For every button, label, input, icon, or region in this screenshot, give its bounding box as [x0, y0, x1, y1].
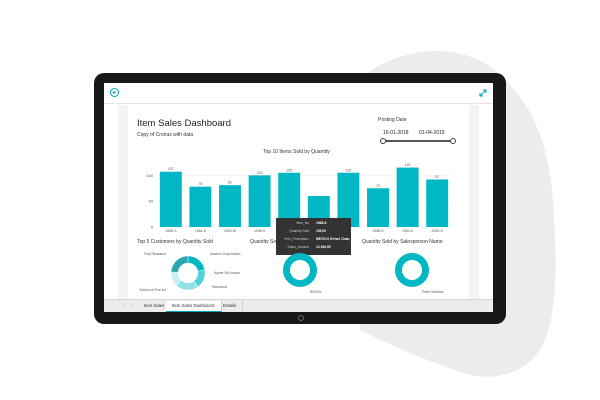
bar-data-label: 92 — [435, 175, 439, 179]
x-tick-label: 2000-S — [432, 229, 444, 233]
donut-slice — [283, 253, 317, 287]
bar — [396, 167, 419, 227]
date-end-value[interactable]: 01-04-2019 — [419, 130, 445, 136]
tooltip-value: MEXICO Swivel Chair, black — [316, 237, 360, 241]
tooltip-key: Item_No — [296, 221, 309, 225]
tooltip-row: Item_No 1968-S — [278, 221, 349, 227]
donut-label: Alpine Ski House — [214, 271, 240, 275]
x-tick-label: 1960-W — [224, 229, 237, 233]
x-tick-label: 1968-S — [254, 229, 266, 233]
bar — [278, 172, 301, 227]
posting-date-label: Posting Date — [378, 117, 407, 123]
tooltip-key: Sales_Amount — [287, 245, 309, 249]
right-panel-strip — [469, 105, 479, 299]
bar — [367, 188, 389, 227]
x-tick-label: 1968-S — [165, 229, 177, 233]
top-bar — [104, 83, 493, 104]
bar — [159, 171, 182, 227]
back-button[interactable] — [110, 88, 119, 97]
posting-group-donut-chart: RETAIL — [283, 253, 322, 294]
tooltip-row: Sales_Amount 12.946,50 — [278, 245, 349, 251]
donut-label: School of Fine Art — [139, 288, 166, 292]
home-button[interactable] — [298, 315, 304, 321]
customers-donut-chart: Trey Research Adatum Corporation Alpine Sk… — [139, 252, 240, 292]
donut-label: Peter Saddow — [422, 290, 444, 294]
page-title: Item Sales Dashboard — [137, 118, 231, 129]
posting-group-chart-title: Quantity Sold after Sales by Posting Gro… — [250, 239, 346, 245]
bar-chart-title: Top 10 Items Sold by Quantity — [263, 149, 330, 155]
y-tick-label: 0 — [151, 225, 154, 230]
tooltip-key: Quantity Sold — [289, 229, 309, 233]
tab-details[interactable]: Details — [217, 301, 244, 311]
slider-start-handle[interactable] — [380, 138, 386, 144]
bar-data-label: 78 — [198, 182, 202, 186]
arrow-left-icon — [112, 90, 116, 95]
x-tick-label: 1988-S — [372, 229, 384, 233]
tooltip-row: Quantity Sold 105,00 — [278, 229, 349, 235]
tooltip-value: 1968-S — [316, 221, 327, 225]
tooltip-key: Item_Description — [284, 237, 309, 241]
bar-data-label: 105 — [345, 168, 351, 172]
top-items-bar-chart: 100 50 0 107 1968-S 78 1964-S 81 1960-W 100 1968-S… — [146, 163, 452, 233]
bar-data-label: 105 — [286, 168, 292, 172]
salesperson-chart-title: Quantity Sold by Salesperson Name — [362, 239, 443, 245]
donut-slice — [170, 255, 189, 273]
donut-slice — [187, 255, 205, 272]
donut-label: RETAIL — [310, 290, 322, 294]
bar-data-label: 115 — [405, 163, 411, 167]
bar — [189, 186, 212, 227]
donut-label: Adatum Corporation — [210, 252, 240, 256]
left-panel-strip — [118, 105, 128, 299]
donut-label: Trey Research — [144, 252, 166, 256]
tooltip-value: 105,00 — [316, 229, 327, 233]
slider-end-handle[interactable] — [450, 138, 456, 144]
x-tick-label: 1964-S — [195, 229, 207, 233]
sheet-tabs: ‹ › Item Sales Item Sales Dashboard Deta… — [104, 299, 493, 312]
salesperson-donut-chart: Peter Saddow — [395, 253, 444, 294]
donut-label: Relecloud — [212, 285, 227, 289]
tab-prev-arrow[interactable]: ‹ — [124, 302, 126, 308]
x-tick-label: 1964-S — [402, 229, 414, 233]
bar-data-label: 107 — [168, 167, 174, 171]
app-screen: Item Sales Dashboard Copy of Cronus with… — [104, 83, 493, 312]
customers-chart-title: Top 5 Customers by Quantity Sold — [137, 239, 213, 245]
date-start-value[interactable]: 16-01-2018 — [383, 130, 409, 136]
bar-data-label: 75 — [376, 184, 380, 188]
donut-slice — [395, 253, 429, 287]
expand-icon[interactable] — [478, 88, 488, 98]
tooltip-value: 12.946,50 — [316, 245, 331, 249]
bar-data-label: 100 — [257, 171, 263, 175]
dashboard-canvas: Item Sales Dashboard Copy of Cronus with… — [130, 107, 469, 299]
bar-data-label: 81 — [228, 181, 232, 185]
page-subtitle: Copy of Cronus with data — [137, 132, 194, 138]
tab-next-arrow[interactable]: › — [132, 302, 134, 308]
bar-tooltip: Item_No 1968-S Quantity Sold 105,00 Item… — [276, 218, 360, 255]
bar — [219, 185, 241, 227]
y-tick-label: 100 — [146, 173, 153, 178]
date-range-slider[interactable] — [383, 140, 453, 142]
bar — [426, 179, 449, 227]
bar — [337, 172, 360, 227]
tooltip-row: Item_Description MEXICO Swivel Chair, bl… — [278, 237, 359, 243]
bar — [248, 175, 271, 227]
y-tick-label: 50 — [149, 199, 154, 204]
tab-item-sales-dashboard[interactable]: Item Sales Dashboard — [166, 301, 222, 312]
